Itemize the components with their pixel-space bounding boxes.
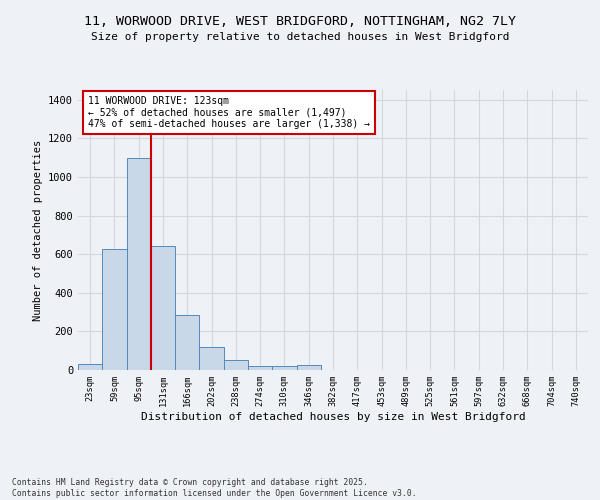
Bar: [151, 246, 175, 370]
X-axis label: Distribution of detached houses by size in West Bridgford: Distribution of detached houses by size …: [140, 412, 526, 422]
Bar: [127, 158, 151, 370]
Bar: [272, 366, 296, 370]
Bar: [248, 366, 272, 370]
Y-axis label: Number of detached properties: Number of detached properties: [32, 140, 43, 320]
Bar: [296, 365, 321, 370]
Bar: [175, 315, 199, 370]
Text: 11 WORWOOD DRIVE: 123sqm
← 52% of detached houses are smaller (1,497)
47% of sem: 11 WORWOOD DRIVE: 123sqm ← 52% of detach…: [88, 96, 370, 129]
Text: 11, WORWOOD DRIVE, WEST BRIDGFORD, NOTTINGHAM, NG2 7LY: 11, WORWOOD DRIVE, WEST BRIDGFORD, NOTTI…: [84, 15, 516, 28]
Bar: [102, 250, 127, 370]
Bar: [78, 364, 102, 370]
Bar: [224, 360, 248, 370]
Text: Contains HM Land Registry data © Crown copyright and database right 2025.
Contai: Contains HM Land Registry data © Crown c…: [12, 478, 416, 498]
Bar: [199, 347, 224, 370]
Text: Size of property relative to detached houses in West Bridgford: Size of property relative to detached ho…: [91, 32, 509, 42]
